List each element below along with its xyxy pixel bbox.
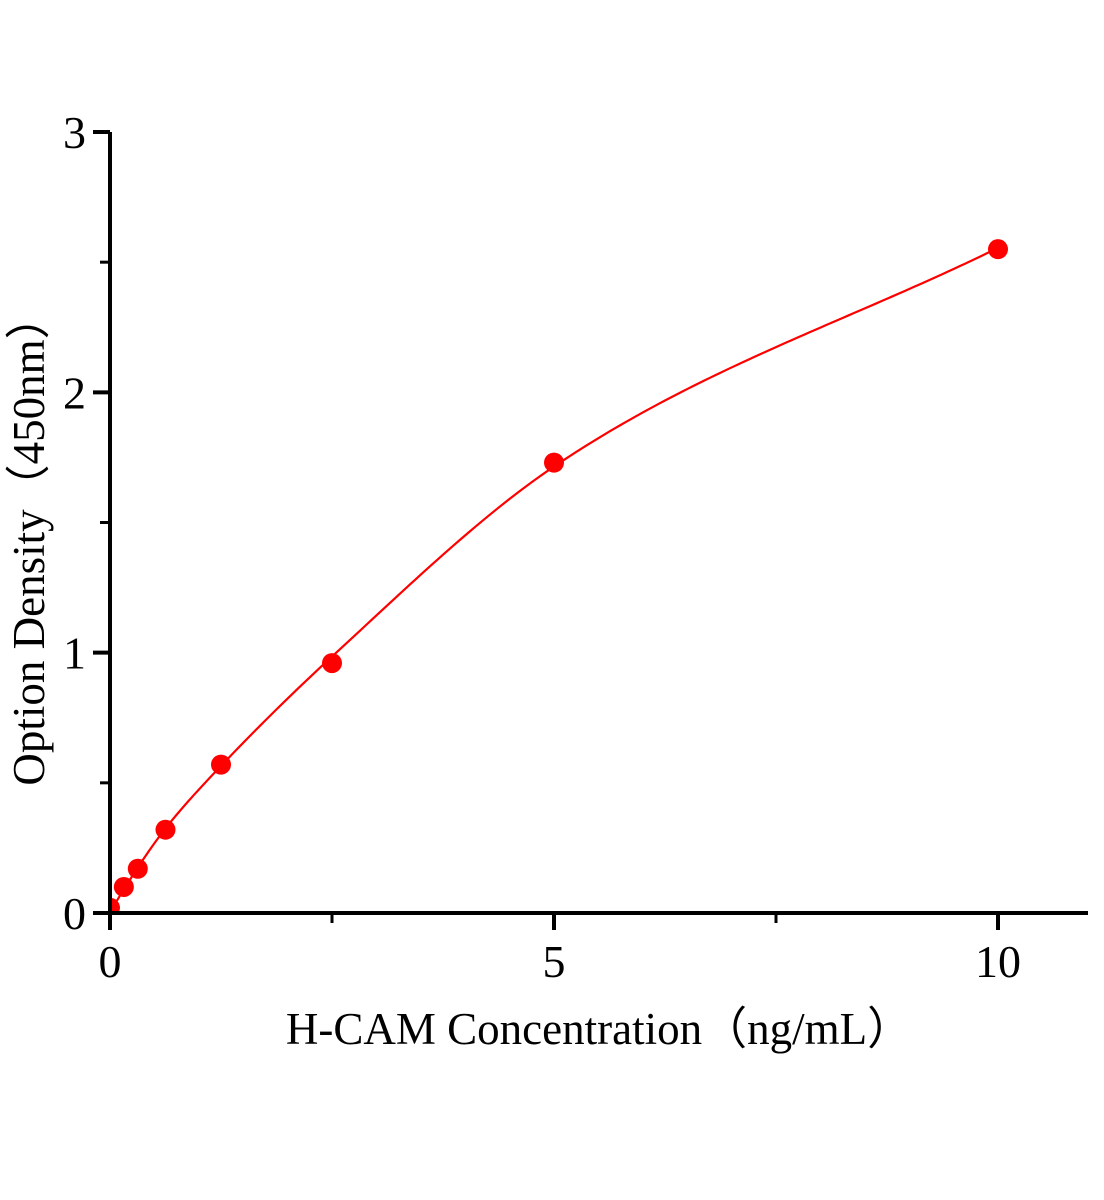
data-point (127, 858, 148, 879)
axes (93, 130, 1088, 930)
data-point (155, 819, 176, 840)
x-tick-label: 0 (99, 936, 122, 987)
plot-area (110, 239, 1008, 913)
y-tick-label: 0 (63, 888, 86, 939)
data-point (110, 897, 120, 913)
y-tick-label: 3 (63, 107, 86, 158)
y-tick-label: 2 (63, 367, 86, 418)
fit-curve (110, 246, 999, 913)
tick-labels: 0 5 10 0 1 2 3 (63, 107, 1021, 987)
y-tick-label: 1 (63, 628, 86, 679)
x-tick-label: 5 (543, 936, 566, 987)
y-axis-title: Option Density（450nm） (4, 294, 54, 785)
x-tick-label: 10 (975, 936, 1021, 987)
data-point (211, 754, 231, 775)
x-axis-title: H-CAM Concentration（ng/mL） (286, 1004, 912, 1054)
data-point (988, 239, 1008, 260)
data-point (544, 452, 564, 473)
data-point (113, 876, 134, 897)
data-point (322, 653, 342, 674)
